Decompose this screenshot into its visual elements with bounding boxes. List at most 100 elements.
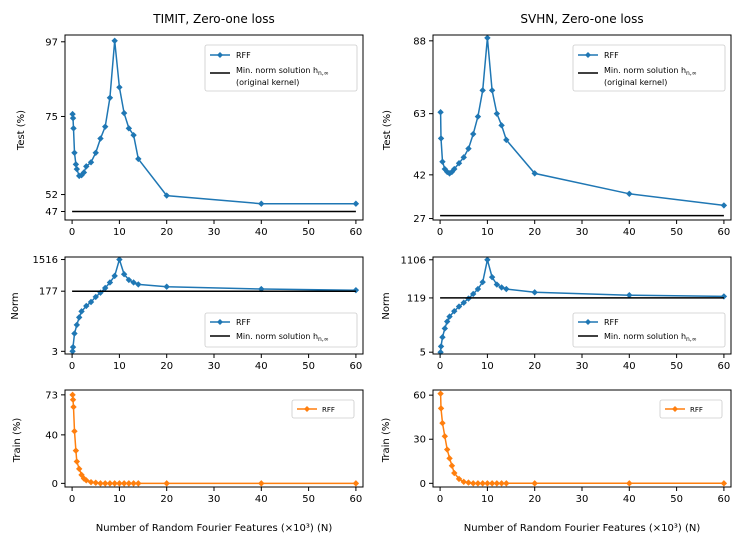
x-tick-label: 40 (623, 227, 636, 238)
rff-data-point (102, 480, 109, 487)
rff-data-point (72, 161, 80, 168)
rff-data-point (460, 478, 467, 486)
y-tick-label: 40 (45, 430, 58, 441)
legend-min-norm-label: Min. norm solution hn,∞ (236, 332, 329, 343)
rff-data-point (437, 405, 445, 412)
x-tick-label: 40 (623, 494, 636, 505)
legend-timit-norm: RFF Min. norm solution hn,∞ (204, 312, 358, 348)
y-tick-label: 97 (45, 37, 58, 48)
x-tick-label: 0 (69, 227, 75, 238)
legend-min-norm-label-2: (original kernel) (604, 78, 667, 87)
y-tick-label: 73 (45, 390, 58, 401)
rff-data-point (71, 330, 78, 337)
rff-data-point (125, 125, 133, 132)
rff-data-point (352, 480, 360, 487)
x-tick-label: 10 (113, 494, 126, 505)
legend-timit-train: RFF (291, 399, 355, 419)
axes-frame-timit-train (64, 389, 364, 488)
legend-min-norm-label: Min. norm solution hn,∞ (604, 66, 697, 77)
rff-data-point (106, 94, 114, 101)
legend-rff-label: RFF (236, 51, 251, 60)
y-tick-label: 75 (45, 112, 58, 123)
legend-diamond-marker-icon (585, 52, 591, 58)
rff-data-point (83, 477, 90, 484)
rff-data-point (503, 285, 510, 293)
x-tick-label: 60 (350, 361, 363, 372)
rff-data-point (135, 281, 142, 288)
rff-data-point (102, 284, 109, 292)
x-tick-label: 50 (670, 227, 683, 238)
rff-data-point (106, 480, 114, 487)
legend-rff-label: RFF (604, 51, 619, 60)
panel-svhn-train: Train (%) 0 10 20 30 40 50 60 0 30 60 RFF (381, 389, 732, 505)
x-tick-label: 60 (718, 361, 731, 372)
y-tick-label: 47 (45, 207, 58, 218)
rff-data-point (470, 480, 477, 487)
rff-data-point (455, 475, 463, 483)
y-tick-label: 5 (420, 348, 426, 359)
x-tick-label: 30 (208, 227, 221, 238)
rff-data-point (78, 308, 85, 315)
rff-data-point (106, 279, 114, 286)
rff-data-point (446, 313, 453, 320)
rff-data-point (125, 276, 133, 284)
rff-data-point (69, 110, 76, 118)
rff-data-point (503, 136, 510, 144)
rff-data-point (448, 462, 456, 469)
rff-data-point (484, 34, 491, 42)
rff-data-point (83, 302, 90, 310)
rff-data-point (531, 170, 538, 177)
rff-data-point (465, 479, 472, 486)
y-tick-label: 27 (413, 214, 426, 225)
rff-data-point (484, 256, 491, 263)
rff-data-point (97, 135, 104, 142)
y-tick-label: 1106 (401, 255, 426, 266)
legend-rff-label: RFF (236, 318, 251, 327)
rff-data-point (80, 169, 88, 176)
rff-data-point (135, 155, 142, 163)
rff-data-point (71, 428, 78, 435)
legend-min-norm-label: Min. norm solution hn,∞ (236, 66, 329, 77)
y-tick-label: 1516 (33, 255, 58, 266)
x-tick-label: 10 (113, 227, 126, 238)
x-tick-label: 0 (437, 361, 443, 372)
rff-data-point (455, 303, 463, 310)
rff-data-point (258, 200, 265, 207)
rff-data-point (479, 278, 486, 286)
rff-data-point (720, 480, 728, 487)
x-tick-label: 30 (576, 227, 589, 238)
rff-data-point (488, 273, 496, 281)
rff-data-point (451, 469, 458, 477)
x-tick-label: 30 (576, 494, 589, 505)
rff-data-point (120, 271, 128, 278)
rff-data-point (470, 290, 477, 298)
rff-data-point (479, 480, 486, 487)
rff-data-point (130, 279, 137, 286)
axes-frame-svhn-test (432, 34, 732, 221)
rff-data-point (72, 447, 80, 454)
rff-data-point (626, 190, 633, 197)
rff-data-point (258, 480, 265, 487)
x-tick-label: 50 (302, 494, 315, 505)
rff-data-point (498, 480, 505, 487)
ylabel-svhn-test: Test (%) (382, 110, 393, 151)
x-tick-label: 40 (623, 361, 636, 372)
x-tick-label: 50 (670, 361, 683, 372)
plot-svhn-norm: 0 10 20 30 40 50 60 5 119 1106 (401, 255, 731, 372)
rff-data-point (488, 480, 496, 487)
x-tick-label: 60 (718, 494, 731, 505)
ylabel-timit-train: Train (%) (12, 418, 23, 464)
plot-timit-test: 0 10 20 30 40 50 60 47 52 75 97 (45, 37, 362, 238)
panel-timit-train: Train (%) 0 10 20 30 40 50 60 0 40 73 RFF (12, 389, 364, 505)
panel-svhn-norm: Norm 0 10 20 30 40 50 60 5 119 1106 RFF Min. norm… (381, 255, 732, 372)
rff-data-point (69, 348, 76, 355)
rff-data-point (73, 321, 81, 329)
x-tick-label: 10 (481, 361, 494, 372)
rff-data-point (352, 200, 360, 207)
rff-data-point (73, 458, 81, 465)
rff-data-point (75, 314, 83, 321)
rff-data-point (493, 281, 501, 288)
rff-data-point (69, 396, 77, 403)
y-tick-label: 0 (420, 479, 426, 490)
legend-diamond-marker-icon (217, 319, 223, 325)
